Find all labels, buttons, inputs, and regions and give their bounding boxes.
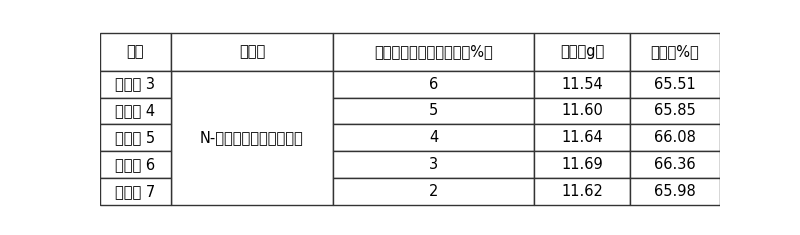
Bar (170, 71, 333, 205)
Text: 实施例 7: 实施例 7 (115, 184, 155, 199)
Text: N-甲基吡咯烷酮硫酸氢盐: N-甲基吡咯烷酮硫酸氢盐 (200, 130, 304, 145)
Text: 2: 2 (429, 184, 438, 199)
Bar (100, 124, 170, 151)
Bar (534, 98, 630, 124)
Bar (100, 151, 170, 178)
Text: 实施例 3: 实施例 3 (115, 77, 155, 92)
Text: 11.54: 11.54 (561, 77, 603, 92)
Text: 催化剂: 催化剂 (238, 44, 265, 59)
Text: 66.36: 66.36 (654, 157, 696, 172)
Bar (100, 71, 170, 98)
Text: 66.08: 66.08 (654, 130, 696, 145)
Text: 序号: 序号 (126, 44, 144, 59)
Bar (333, 178, 534, 205)
Text: 6: 6 (429, 77, 438, 92)
Bar (100, 178, 170, 205)
Bar (630, 98, 720, 124)
Bar (170, 33, 333, 71)
Bar (333, 33, 534, 71)
Text: 3: 3 (429, 157, 438, 172)
Bar (534, 33, 630, 71)
Bar (100, 98, 170, 124)
Bar (333, 98, 534, 124)
Text: 11.62: 11.62 (561, 184, 603, 199)
Bar (534, 124, 630, 151)
Bar (630, 33, 720, 71)
Text: 11.69: 11.69 (561, 157, 603, 172)
Bar (630, 124, 720, 151)
Text: 65.51: 65.51 (654, 77, 696, 92)
Text: 实施例 6: 实施例 6 (115, 157, 155, 172)
Bar (630, 178, 720, 205)
Text: 实施例 5: 实施例 5 (115, 130, 155, 145)
Bar (333, 71, 534, 98)
Bar (333, 124, 534, 151)
Bar (100, 33, 170, 71)
Text: 5: 5 (429, 103, 438, 118)
Bar (333, 151, 534, 178)
Text: 催化剂用量（占间苯二酚%）: 催化剂用量（占间苯二酚%） (374, 44, 493, 59)
Bar (534, 151, 630, 178)
Bar (630, 71, 720, 98)
Text: 产量（g）: 产量（g） (560, 44, 604, 59)
Text: 65.85: 65.85 (654, 103, 696, 118)
Text: 65.98: 65.98 (654, 184, 696, 199)
Bar (630, 151, 720, 178)
Text: 11.60: 11.60 (561, 103, 603, 118)
Text: 4: 4 (429, 130, 438, 145)
Text: 产率（%）: 产率（%） (650, 44, 699, 59)
Text: 实施例 4: 实施例 4 (115, 103, 155, 118)
Text: 11.64: 11.64 (561, 130, 603, 145)
Bar (534, 178, 630, 205)
Bar (534, 71, 630, 98)
